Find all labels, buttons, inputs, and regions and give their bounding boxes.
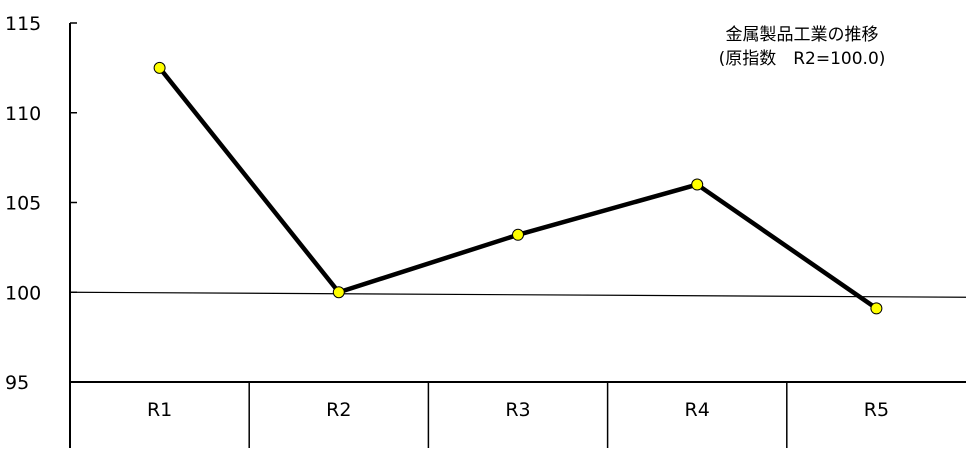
x-tick-label-R5: R5	[864, 399, 889, 421]
chart-title: 金属製品工業の推移	[726, 25, 879, 45]
series-layer	[157, 65, 879, 311]
series-line-0	[157, 65, 879, 311]
axes-layer: 95 100 105 110 115 R1 R2 R3 R4 R5	[5, 13, 966, 448]
reference-line-100	[69, 291, 966, 298]
y-tick-label-105: 105	[5, 193, 41, 215]
data-point-R4	[691, 178, 704, 191]
x-tick-label-R1: R1	[147, 399, 172, 421]
y-tick-label-110: 110	[5, 103, 41, 125]
y-tick-label-115: 115	[5, 13, 41, 35]
x-tick-label-R3: R3	[505, 399, 530, 421]
data-point-R1	[153, 61, 166, 74]
y-tick-label-100: 100	[5, 282, 41, 304]
x-tick-label-R4: R4	[685, 399, 710, 421]
chart-subtitle: (原指数 R2=100.0)	[719, 49, 886, 69]
reference-layer	[69, 291, 966, 298]
title-layer: 金属製品工業の推移 (原指数 R2=100.0)	[719, 25, 886, 69]
data-point-R5	[870, 302, 883, 315]
y-tick-label-95: 95	[5, 372, 29, 394]
marker-layer	[153, 61, 883, 315]
x-tick-label-R2: R2	[326, 399, 351, 421]
data-point-R2	[332, 286, 345, 299]
data-point-R3	[512, 228, 524, 241]
